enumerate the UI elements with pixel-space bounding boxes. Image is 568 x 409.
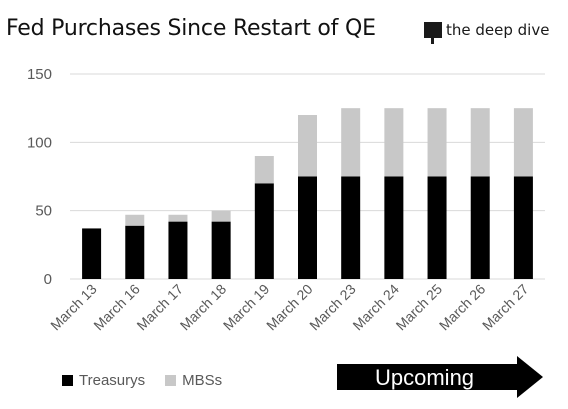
- bar-mbss-6: [341, 108, 361, 177]
- x-tick-label: March 23: [306, 281, 359, 334]
- legend-item-treasurys: Treasurys: [62, 372, 145, 389]
- bar-treasurys-6: [341, 176, 361, 279]
- x-tick-label: March 19: [220, 281, 273, 334]
- bar-mbss-9: [470, 108, 490, 177]
- bar-mbss-2: [168, 214, 188, 222]
- legend-swatch-mbss: [165, 375, 177, 386]
- bar-mbss-1: [125, 214, 145, 226]
- legend-item-mbss: MBSs: [165, 372, 222, 389]
- y-tick-label: 100: [27, 134, 52, 151]
- bar-treasurys-4: [254, 183, 274, 279]
- bar-mbss-8: [427, 108, 447, 177]
- bar-treasurys-3: [211, 221, 231, 279]
- x-tick-label: March 13: [47, 281, 100, 334]
- chart-title: Fed Purchases Since Restart of QE: [6, 16, 376, 41]
- bar-treasurys-10: [513, 176, 533, 279]
- legend-label-mbss: MBSs: [182, 372, 223, 389]
- x-tick-label: March 27: [479, 281, 532, 334]
- bar-mbss-5: [298, 115, 317, 177]
- bar-mbss-3: [211, 210, 231, 222]
- bar-treasurys-7: [384, 176, 404, 279]
- x-tick-label: March 24: [349, 281, 402, 334]
- logo-text: the deep dive: [446, 21, 550, 39]
- bar-treasurys-5: [298, 176, 317, 279]
- bar-mbss-4: [254, 156, 274, 184]
- x-tick-label: March 26: [436, 281, 489, 334]
- chart-legend: Treasurys MBSs: [62, 372, 242, 389]
- bar-treasurys-2: [168, 221, 188, 279]
- x-tick-label: March 16: [90, 281, 143, 334]
- y-tick-label: 0: [44, 271, 52, 288]
- x-tick-label: March 25: [393, 281, 446, 334]
- the-deep-dive-logo: the deep dive: [424, 18, 550, 44]
- y-tick-label: 150: [27, 66, 52, 83]
- legend-swatch-treasurys: [62, 375, 73, 386]
- upcoming-arrow: Upcoming: [337, 356, 543, 398]
- x-tick-label: March 17: [133, 281, 186, 334]
- bar-treasurys-9: [470, 176, 490, 279]
- right-arrow-icon: [337, 356, 543, 398]
- bar-mbss-7: [384, 108, 404, 177]
- legend-label-treasurys: Treasurys: [79, 372, 146, 389]
- bar-mbss-10: [513, 108, 533, 177]
- bar-treasurys-8: [427, 176, 447, 279]
- x-tick-label: March 20: [263, 281, 316, 334]
- the-deep-dive-logo-icon: [424, 22, 442, 44]
- x-tick-label: March 18: [177, 281, 230, 334]
- upcoming-label: Upcoming: [375, 365, 475, 390]
- bar-treasurys-0: [82, 228, 102, 279]
- y-tick-label: 50: [35, 203, 52, 220]
- bar-treasurys-1: [125, 225, 145, 279]
